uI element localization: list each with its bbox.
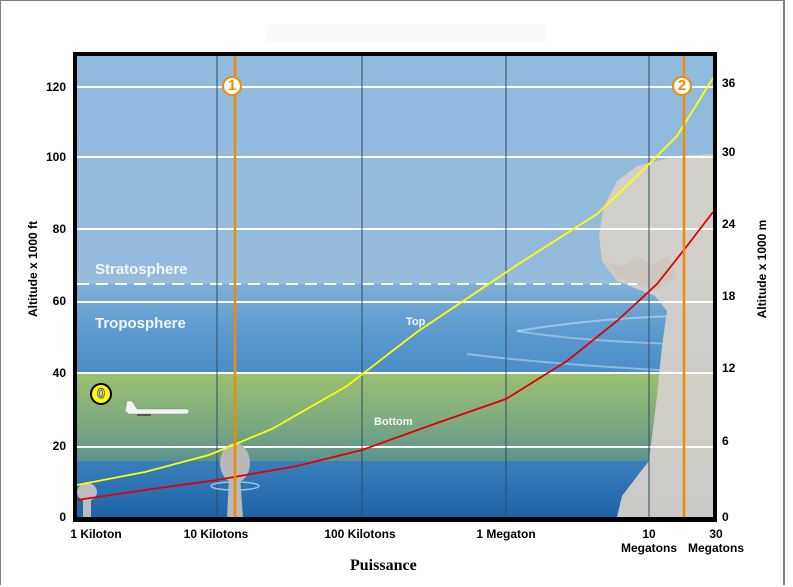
marker-2[interactable]: 2 xyxy=(672,76,692,96)
y-axis-right-title: Altitude x 1000 m xyxy=(755,219,769,319)
plot-area xyxy=(73,52,717,522)
y-tick-left: 0 xyxy=(59,510,66,524)
x-tick: 30 Megatons xyxy=(687,527,745,555)
x-tick: 10 Megatons xyxy=(620,527,678,555)
y-tick-right: 36 xyxy=(722,76,736,90)
y-tick-right: 30 xyxy=(722,145,736,159)
y-tick-right: 6 xyxy=(722,434,729,448)
x-tick: 100 Kilotons xyxy=(324,527,396,541)
y-tick-left: 20 xyxy=(52,439,66,453)
x-tick: 1 Kiloton xyxy=(70,527,122,541)
top-curve-label: Top xyxy=(406,316,426,328)
y-tick-right: 0 xyxy=(722,510,729,524)
y-tick-left: 40 xyxy=(52,366,66,380)
marker-0[interactable]: 0 xyxy=(90,383,112,405)
y-tick-right: 18 xyxy=(722,289,736,303)
small-mushroom-cloud xyxy=(77,483,97,517)
bottom-curve-label: Bottom xyxy=(374,416,413,428)
gridlines xyxy=(77,86,713,448)
y-axis-left-title: Altitude x 1000 ft xyxy=(26,220,40,318)
y-tick-left: 60 xyxy=(52,294,66,308)
x-tick: 1 Megaton xyxy=(476,527,536,541)
decade-lines xyxy=(216,56,650,517)
y-tick-left: 100 xyxy=(45,150,66,164)
chart-canvas xyxy=(77,56,713,517)
bottom-curve xyxy=(77,211,713,501)
x-tick: 10 Kilotons xyxy=(183,527,249,541)
y-tick-right: 12 xyxy=(722,361,736,375)
x-axis-title: Puissance xyxy=(350,557,417,574)
top-curve xyxy=(77,77,713,486)
stratosphere-label: Stratosphere xyxy=(95,261,188,278)
y-tick-left: 80 xyxy=(52,222,66,236)
airplane-icon xyxy=(124,400,190,416)
sea-band xyxy=(77,461,713,517)
y-tick-right: 24 xyxy=(722,217,736,231)
y-tick-left: 120 xyxy=(45,80,66,94)
title-strip xyxy=(267,25,546,42)
troposphere-label: Troposphere xyxy=(95,315,186,332)
marker-1[interactable]: 1 xyxy=(222,76,242,96)
